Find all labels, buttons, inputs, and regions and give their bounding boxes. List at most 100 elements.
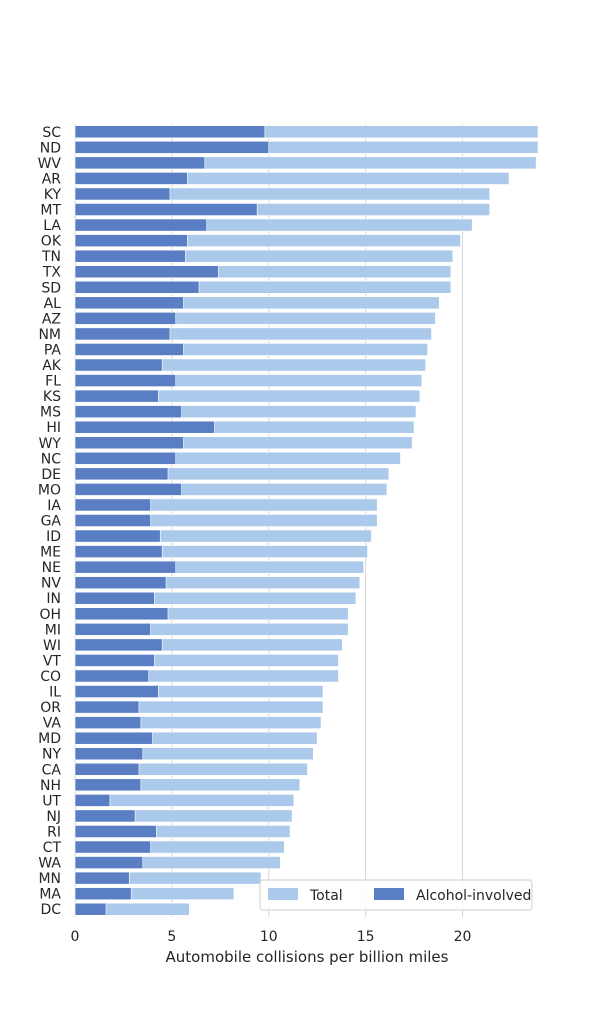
bar-alcohol-involved-oh xyxy=(74,607,169,621)
bar-alcohol-involved-al xyxy=(74,296,184,310)
y-tick-label-ga: GA xyxy=(41,514,62,530)
y-tick-label-ok: OK xyxy=(41,234,62,250)
bar-alcohol-involved-fl xyxy=(74,374,177,387)
y-tick-label-tx: TX xyxy=(42,265,62,281)
bar-alcohol-involved-ga xyxy=(74,514,151,527)
y-tick-label-sc: SC xyxy=(42,125,61,141)
y-tick-label-wa: WA xyxy=(38,856,61,872)
bar-alcohol-involved-wv xyxy=(74,156,206,170)
y-tick-label-ny: NY xyxy=(42,747,61,763)
bar-alcohol-involved-ct xyxy=(74,840,151,854)
bar-alcohol-involved-mi xyxy=(74,622,151,636)
y-tick-label-or: OR xyxy=(40,700,61,716)
bar-alcohol-involved-ms xyxy=(74,405,182,419)
x-tick-label: 5 xyxy=(167,929,176,945)
bar-alcohol-involved-nv xyxy=(74,576,167,590)
y-tick-label-az: AZ xyxy=(42,311,61,327)
y-tick-label-ak: AK xyxy=(42,358,62,374)
y-tick-label-ri: RI xyxy=(47,824,61,840)
bar-alcohol-involved-mn xyxy=(74,871,130,885)
y-tick-label-wy: WY xyxy=(39,436,62,452)
bar-alcohol-involved-de xyxy=(74,467,169,481)
y-tick-label-vt: VT xyxy=(43,653,62,669)
y-tick-label-mn: MN xyxy=(38,871,61,887)
bar-alcohol-involved-wa xyxy=(74,856,144,869)
bar-alcohol-involved-ky xyxy=(74,187,171,201)
y-tick-label-nv: NV xyxy=(41,576,61,592)
bar-alcohol-involved-ia xyxy=(74,498,151,512)
y-tick-label-il: IL xyxy=(49,685,61,701)
legend-swatch-alcohol-involved xyxy=(374,888,404,900)
y-tick-label-oh: OH xyxy=(39,607,61,623)
y-tick-label-de: DE xyxy=(41,467,61,483)
y-tick-label-ky: KY xyxy=(44,187,62,203)
x-tick-label: 20 xyxy=(454,929,472,945)
y-tick-label-nm: NM xyxy=(38,327,61,343)
y-tick-label-ne: NE xyxy=(42,560,61,576)
y-tick-label-in: IN xyxy=(46,591,61,607)
bar-alcohol-involved-ok xyxy=(74,234,188,247)
bar-alcohol-involved-me xyxy=(74,545,163,558)
bar-alcohol-involved-mt xyxy=(74,203,258,216)
y-tick-labels: SCNDWVARKYMTLAOKTNTXSDALAZNMPAAKFLKSMSHI… xyxy=(38,125,62,918)
y-tick-label-wv: WV xyxy=(38,156,62,172)
y-tick-label-ia: IA xyxy=(47,498,61,514)
y-tick-label-nj: NJ xyxy=(46,809,61,825)
y-tick-label-ks: KS xyxy=(43,389,61,405)
bar-alcohol-involved-wy xyxy=(74,436,184,450)
bar-alcohol-involved-tn xyxy=(74,249,186,263)
y-tick-label-ct: CT xyxy=(43,840,62,856)
bar-alcohol-involved-nj xyxy=(74,809,136,823)
y-tick-label-md: MD xyxy=(38,731,61,747)
x-tick-labels: 0 5 10 15 20 xyxy=(71,929,472,945)
bar-alcohol-involved-tx xyxy=(74,265,219,279)
y-tick-label-nd: ND xyxy=(40,140,61,156)
y-tick-label-nc: NC xyxy=(41,451,61,467)
bar-alcohol-involved-in xyxy=(74,591,155,605)
y-tick-label-fl: FL xyxy=(45,374,61,390)
y-tick-label-la: LA xyxy=(43,218,61,234)
y-tick-label-hi: HI xyxy=(46,420,61,436)
bar-alcohol-involved-il xyxy=(74,685,159,698)
bar-alcohol-involved-nc xyxy=(74,451,177,465)
bar-alcohol-involved-nh xyxy=(74,778,142,792)
x-tick-label: 0 xyxy=(71,929,80,945)
y-tick-label-dc: DC xyxy=(40,902,61,918)
bar-alcohol-involved-ne xyxy=(74,560,177,574)
y-tick-label-al: AL xyxy=(44,296,62,312)
y-tick-label-mi: MI xyxy=(45,622,61,638)
y-tick-label-mo: MO xyxy=(38,482,61,498)
bar-alcohol-involved-sd xyxy=(74,280,200,294)
y-tick-label-ms: MS xyxy=(40,405,61,421)
bar-alcohol-involved-ak xyxy=(74,358,163,372)
bar-alcohol-involved-md xyxy=(74,731,153,745)
y-tick-label-ma: MA xyxy=(39,887,61,903)
x-axis-label: Automobile collisions per billion miles xyxy=(166,948,449,966)
bar-alcohol-involved-az xyxy=(74,311,177,325)
bar-alcohol-involved-ca xyxy=(74,762,140,776)
bar-alcohol-involved-ks xyxy=(74,389,159,403)
bar-alcohol-involved-ar xyxy=(74,172,188,185)
bar-alcohol-involved-mo xyxy=(74,483,182,496)
bar-alcohol-involved-vt xyxy=(74,654,155,667)
legend: Total Alcohol-involved xyxy=(259,879,533,911)
legend-swatch-total xyxy=(268,888,298,900)
bar-alcohol-involved-wi xyxy=(74,638,163,652)
bar-alcohol-involved-dc xyxy=(74,902,107,916)
y-tick-label-wi: WI xyxy=(43,638,61,654)
bar-alcohol-involved-la xyxy=(74,218,208,232)
legend-label-total: Total xyxy=(309,888,343,904)
bar-alcohol-involved-or xyxy=(74,700,140,714)
bar-alcohol-involved-ma xyxy=(74,887,132,901)
bar-alcohol-involved-ny xyxy=(74,747,144,761)
bar-alcohol-involved-ri xyxy=(74,825,157,838)
bar-alcohol-involved-nm xyxy=(74,327,171,341)
y-tick-label-ar: AR xyxy=(42,171,62,187)
y-tick-label-me: ME xyxy=(40,545,61,561)
y-tick-label-co: CO xyxy=(40,669,61,685)
bar-alcohol-involved-ut xyxy=(74,794,111,807)
y-tick-label-ca: CA xyxy=(42,762,62,778)
legend-label-alcohol-involved: Alcohol-involved xyxy=(416,888,531,904)
y-tick-label-id: ID xyxy=(46,529,61,545)
